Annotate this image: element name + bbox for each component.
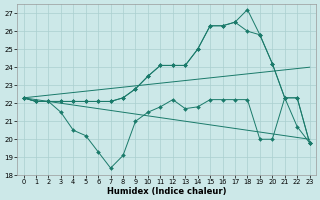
X-axis label: Humidex (Indice chaleur): Humidex (Indice chaleur) (107, 187, 226, 196)
